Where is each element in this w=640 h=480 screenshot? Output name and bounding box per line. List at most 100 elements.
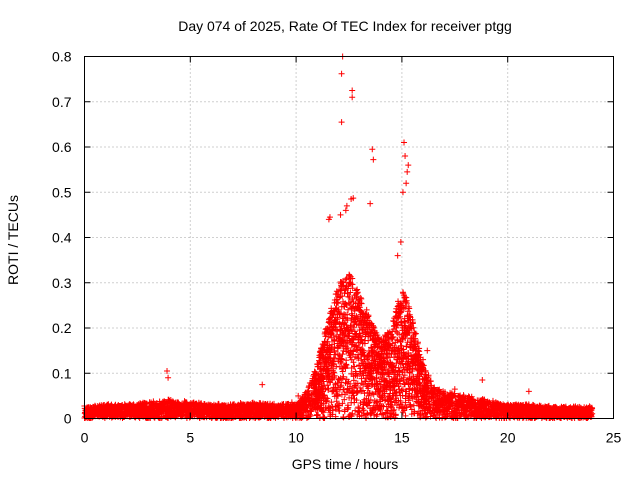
data-point: [352, 407, 359, 414]
data-point: [406, 386, 413, 393]
data-point: [331, 337, 338, 344]
data-point: [324, 395, 331, 402]
data-point: [341, 289, 348, 296]
data-point: [384, 407, 391, 414]
data-point: [392, 411, 399, 418]
data-point: [402, 153, 409, 160]
data-point: [343, 202, 350, 209]
data-point: [357, 384, 364, 391]
data-point: [344, 290, 351, 297]
data-point: [373, 375, 380, 382]
data-point: [338, 379, 345, 386]
data-point: [379, 402, 386, 409]
y-tick-label: 0.5: [52, 184, 72, 200]
data-point: [347, 380, 354, 387]
data-point: [402, 335, 409, 342]
data-point: [351, 307, 358, 314]
data-point: [394, 321, 401, 328]
data-point: [370, 156, 377, 163]
data-point: [349, 410, 356, 417]
data-point: [356, 371, 363, 378]
data-point: [315, 411, 322, 418]
data-point: [324, 382, 331, 389]
data-point: [319, 375, 326, 382]
data-point: [397, 398, 404, 405]
data-point: [331, 369, 338, 376]
data-point: [400, 377, 407, 384]
data-point: [362, 378, 369, 385]
data-point: [369, 146, 376, 153]
data-point: [338, 310, 345, 317]
data-point: [339, 400, 346, 407]
data-point: [342, 207, 349, 214]
data-point: [365, 385, 372, 392]
data-point: [377, 398, 384, 405]
data-point: [331, 372, 338, 379]
data-point: [358, 336, 365, 343]
data-point: [367, 396, 374, 403]
data-point: [362, 329, 369, 336]
data-point: [402, 412, 409, 419]
data-point: [337, 211, 344, 218]
data-point: [405, 308, 412, 315]
data-point: [394, 303, 401, 310]
data-point: [353, 370, 360, 377]
data-point: [396, 367, 403, 374]
data-point: [336, 286, 343, 293]
data-point: [324, 365, 331, 372]
data-point: [362, 360, 369, 367]
data-point: [386, 341, 393, 348]
data-point: [399, 189, 406, 196]
data-point: [320, 413, 327, 420]
data-point: [329, 407, 336, 414]
data-point: [336, 352, 343, 359]
data-point: [339, 293, 346, 300]
data-point: [403, 300, 410, 307]
chart-title: Day 074 of 2025, Rate Of TEC Index for r…: [178, 18, 512, 34]
data-point: [336, 294, 343, 301]
data-point: [348, 411, 355, 418]
data-point: [377, 406, 384, 413]
data-point: [340, 414, 347, 421]
data-point: [322, 333, 329, 340]
data-point: [333, 398, 340, 405]
data-point: [324, 338, 331, 345]
data-point: [363, 306, 370, 313]
data-point: [392, 389, 399, 396]
data-point: [322, 405, 329, 412]
x-tick-label: 10: [288, 430, 304, 446]
data-point: [327, 349, 334, 356]
data-point: [354, 289, 361, 296]
data-point: [358, 380, 365, 387]
data-point: [307, 412, 314, 419]
x-axis-label: GPS time / hours: [292, 456, 399, 472]
data-point: [389, 334, 396, 341]
data-point: [325, 385, 332, 392]
data-point: [336, 408, 343, 415]
data-point: [407, 403, 414, 410]
data-point: [332, 351, 339, 358]
data-point: [451, 386, 458, 393]
data-point: [356, 304, 363, 311]
data-point: [321, 392, 328, 399]
data-point: [403, 404, 410, 411]
data-point: [424, 347, 431, 354]
data-point: [336, 402, 343, 409]
data-point: [368, 363, 375, 370]
data-point: [335, 300, 342, 307]
data-point: [327, 355, 334, 362]
data-point: [341, 331, 348, 338]
data-point: [349, 87, 356, 94]
data-point: [525, 388, 532, 395]
data-point: [334, 380, 341, 387]
x-tick-label: 15: [394, 430, 410, 446]
y-axis-label: ROTI / TECUs: [5, 195, 21, 285]
data-point: [349, 94, 356, 101]
data-point: [391, 414, 398, 421]
data-point: [372, 407, 379, 414]
data-point: [351, 363, 358, 370]
data-point: [356, 332, 363, 339]
data-point: [342, 276, 349, 283]
data-point: [349, 295, 356, 302]
data-point: [350, 348, 357, 355]
